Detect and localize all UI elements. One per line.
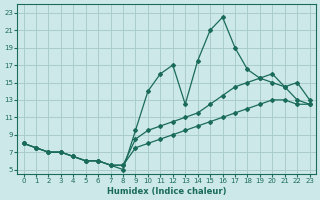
X-axis label: Humidex (Indice chaleur): Humidex (Indice chaleur) xyxy=(107,187,226,196)
